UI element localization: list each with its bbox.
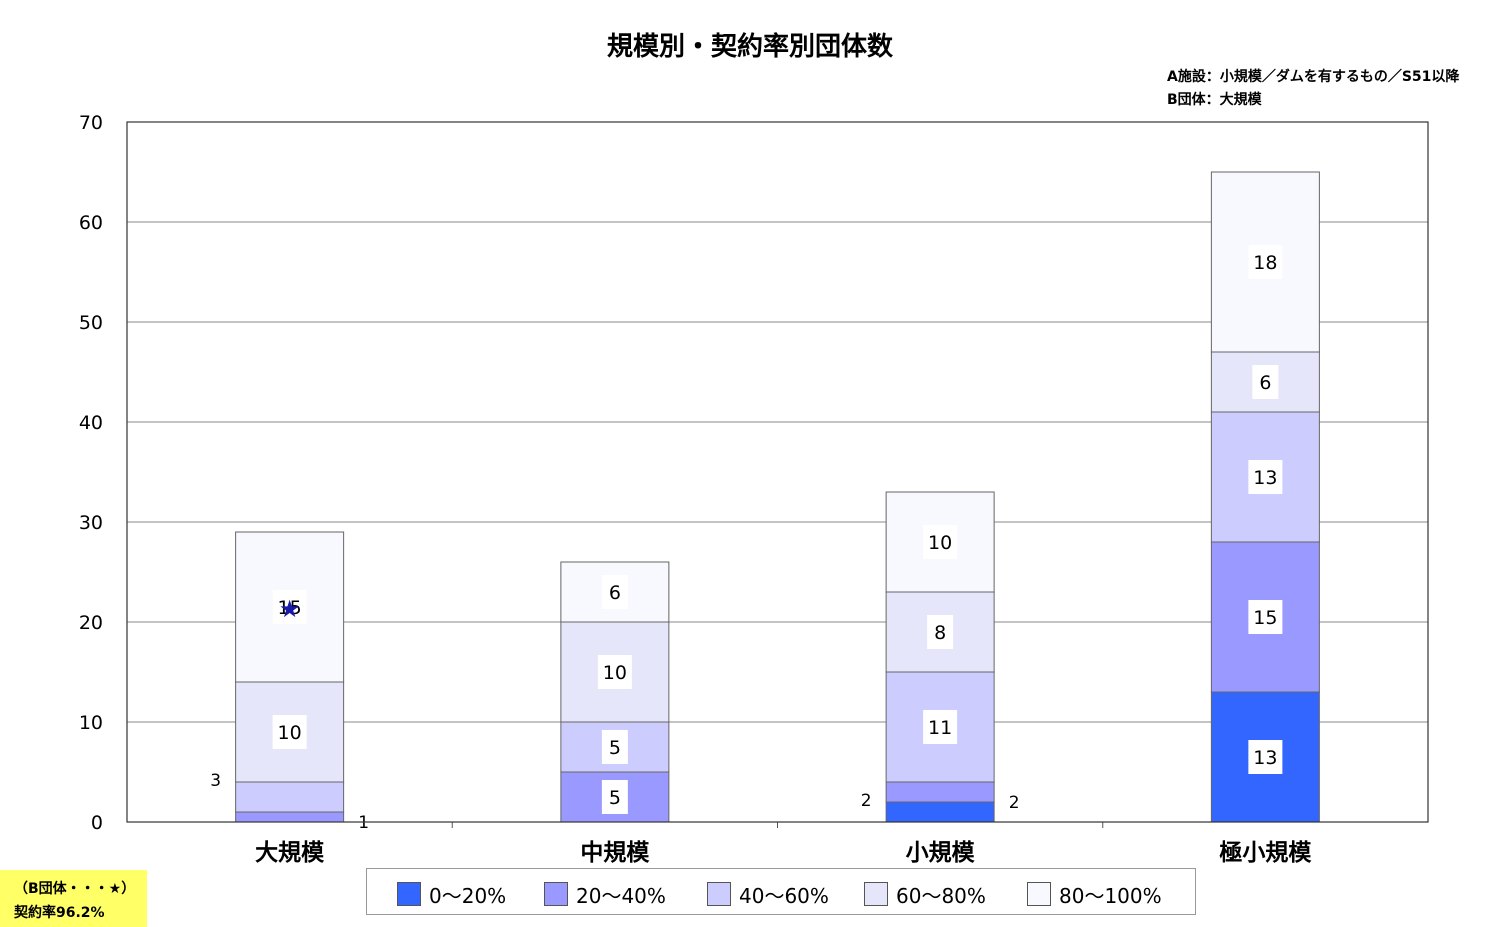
- y-tick-label: 20: [79, 612, 103, 634]
- data-label: 8: [934, 622, 946, 644]
- legend-item: 20〜40%: [544, 882, 666, 908]
- chart-title: 規模別・契約率別団体数: [606, 32, 893, 62]
- bar-segment: [235, 781, 345, 813]
- legend-swatch: [1027, 882, 1051, 906]
- data-label-box: [601, 575, 628, 609]
- y-tick-label: 50: [79, 312, 103, 334]
- data-label: 2: [1009, 793, 1020, 813]
- data-label-box: [1248, 600, 1283, 634]
- x-category-label: 極小規模: [1219, 839, 1312, 866]
- bar-segment: [885, 781, 995, 803]
- data-label: 5: [609, 737, 621, 759]
- note-b-group: B団体：大規模: [1167, 92, 1262, 108]
- legend: 0〜20% 20〜40% 40〜60% 60〜80% 80〜100%: [366, 868, 1196, 915]
- data-label: 6: [1259, 372, 1271, 394]
- data-label-box: [1252, 365, 1279, 399]
- data-label-box: [927, 615, 954, 649]
- y-tick-label: 30: [79, 512, 103, 534]
- data-label: 18: [1253, 252, 1277, 274]
- data-label-box: [272, 590, 307, 624]
- note-box-line2: 契約率96.2%: [14, 905, 105, 921]
- y-tick-label: 0: [91, 812, 103, 834]
- data-label-box: [272, 715, 307, 749]
- data-label: 3: [210, 771, 221, 791]
- y-tick-label: 70: [79, 112, 103, 134]
- data-label-box: [923, 710, 958, 744]
- data-label: 5: [609, 787, 621, 809]
- x-category-label: 小規模: [906, 840, 976, 866]
- data-label: 15: [1253, 607, 1277, 629]
- data-label: 11: [928, 717, 952, 739]
- data-label: 10: [603, 662, 627, 684]
- data-label-box: [601, 780, 628, 814]
- data-label-box: [923, 525, 958, 559]
- data-label: 1: [358, 813, 369, 833]
- data-label-box: [1248, 740, 1283, 774]
- legend-swatch: [707, 882, 731, 906]
- y-tick-label: 40: [79, 412, 103, 434]
- legend-item: 40〜60%: [707, 882, 829, 908]
- y-tick-label: 10: [79, 712, 103, 734]
- legend-item: 60〜80%: [864, 882, 986, 908]
- data-label: 10: [928, 532, 952, 554]
- y-tick-label: 60: [79, 212, 103, 234]
- legend-label: 80〜100%: [1059, 883, 1162, 908]
- data-label-box: [601, 730, 628, 764]
- legend-label: 20〜40%: [576, 883, 666, 908]
- x-category-label: 中規模: [580, 840, 650, 866]
- bar-segment: [885, 801, 995, 823]
- data-label: 13: [1253, 747, 1277, 769]
- legend-item: 80〜100%: [1027, 882, 1162, 908]
- legend-label: 40〜60%: [739, 883, 829, 908]
- data-label: 15: [278, 597, 302, 619]
- note-a-facility: A施設：小規模／ダムを有するもの／S51以降: [1167, 69, 1460, 85]
- note-box-line1: （B団体・・・★）: [14, 881, 136, 897]
- legend-label: 60〜80%: [896, 883, 986, 908]
- legend-item: 0〜20%: [397, 882, 507, 908]
- legend-swatch: [544, 882, 568, 906]
- legend-label: 0〜20%: [429, 883, 507, 908]
- x-category-label: 大規模: [255, 840, 325, 866]
- data-label: 13: [1253, 467, 1277, 489]
- data-label-box: [1248, 245, 1283, 279]
- note-box: （B団体・・・★） 契約率96.2%: [0, 870, 147, 927]
- bar-segment: [235, 811, 345, 823]
- data-label: 6: [609, 582, 621, 604]
- legend-swatch: [397, 882, 421, 906]
- legend-swatch: [864, 882, 888, 906]
- plot-frame: [126, 121, 1429, 823]
- data-label: 10: [278, 722, 302, 744]
- star-marker: ★: [279, 595, 301, 623]
- data-label-box: [1248, 460, 1283, 494]
- data-label-box: [597, 655, 632, 689]
- data-label: 2: [861, 791, 872, 811]
